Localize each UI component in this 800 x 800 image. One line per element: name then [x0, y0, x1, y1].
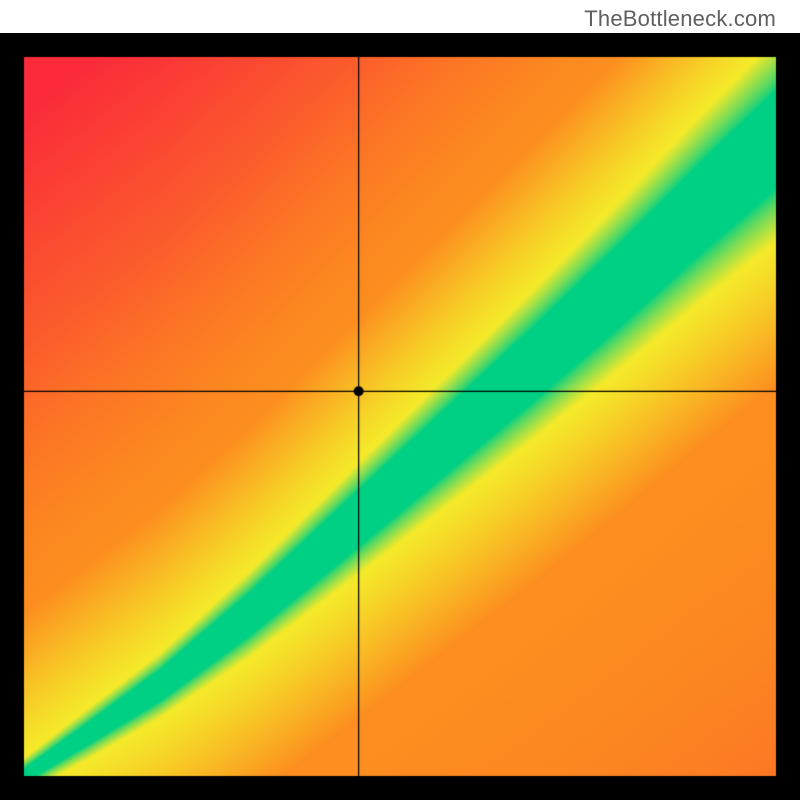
watermark-text: TheBottleneck.com — [584, 6, 776, 32]
heatmap-chart — [0, 33, 800, 800]
